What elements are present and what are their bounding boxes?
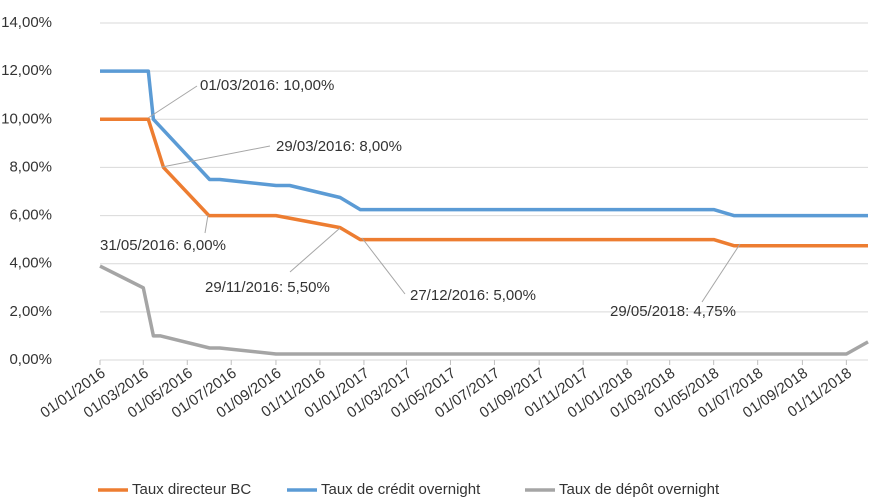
y-tick-label: 2,00% [9, 303, 52, 320]
series-line [100, 117, 868, 248]
annotation: 29/03/2016: 8,00% [276, 138, 402, 155]
annotation-leader [701, 243, 741, 303]
annotation-leader [204, 214, 209, 234]
y-tick-label: 6,00% [9, 207, 52, 224]
series-line [99, 264, 869, 356]
y-tick-label: 12,00% [1, 62, 52, 79]
annotation: 27/12/2016: 5,00% [410, 287, 536, 304]
annotation: 29/05/2018: 4,75% [610, 303, 736, 320]
y-tick-label: 14,00% [1, 14, 52, 31]
annotation-leader [289, 227, 341, 273]
annotation: 01/03/2016: 10,00% [200, 77, 334, 94]
legend-label: Taux de dépôt overnight [559, 481, 720, 498]
legend-label: Taux de crédit overnight [321, 481, 481, 498]
annotation-leader [361, 237, 406, 295]
y-tick-label: 4,00% [9, 255, 52, 272]
y-tick-label: 8,00% [9, 158, 52, 175]
annotation: 29/11/2016: 5,50% [205, 279, 330, 296]
annotation-leader [161, 145, 271, 168]
annotation-leader [147, 85, 198, 119]
series-line [100, 69, 868, 218]
y-tick-label: 0,00% [9, 351, 52, 368]
y-tick-label: 10,00% [1, 110, 52, 127]
annotation: 31/05/2016: 6,00% [100, 237, 226, 254]
legend-label: Taux directeur BC [132, 481, 251, 498]
